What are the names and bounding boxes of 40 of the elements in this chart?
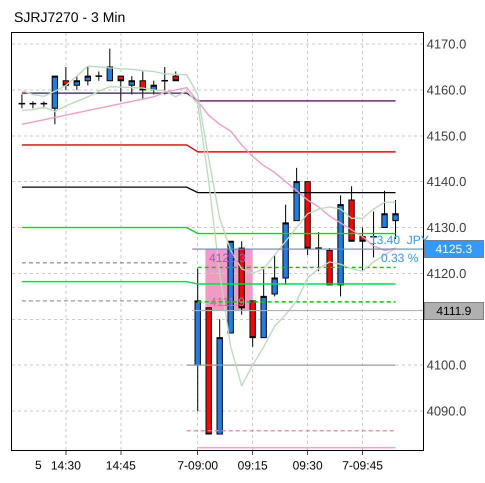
y-tick-label: 4160.0 xyxy=(426,82,466,98)
x-tick-label: 09:30 xyxy=(292,458,323,472)
ref-line-label: 4111.9 xyxy=(436,304,472,318)
y-tick-label: 4100.0 xyxy=(426,358,466,373)
candlestick xyxy=(206,307,212,434)
candlestick xyxy=(18,94,26,109)
y-tick-label: 4150.0 xyxy=(426,128,466,144)
y-tick-label: 4130.0 xyxy=(426,220,466,236)
candlestick xyxy=(172,71,179,82)
candlestick xyxy=(216,318,223,434)
candlestick xyxy=(282,204,289,286)
candlestick xyxy=(359,227,366,272)
x-tick-label: 09:15 xyxy=(238,458,268,472)
candlestick xyxy=(249,300,256,348)
candlestick xyxy=(84,66,92,86)
candlestick xyxy=(52,76,58,125)
candlestick xyxy=(40,100,48,109)
candlestick xyxy=(128,76,135,95)
y-tick-label: 4140.0 xyxy=(426,174,466,190)
x-tick-label: 14:30 xyxy=(50,458,82,472)
candlestick xyxy=(160,66,169,95)
y-tick-label: 4120.0 xyxy=(426,266,466,281)
candlestick xyxy=(62,66,70,90)
y-tick-label: 4090.0 xyxy=(426,404,466,419)
ref-line-label: 4125.3 xyxy=(435,242,473,256)
candlestick xyxy=(118,76,124,102)
candlestick xyxy=(140,71,146,100)
x-tick-label: 7-09:45 xyxy=(342,458,384,472)
x-tick-label: 14:45 xyxy=(106,458,136,472)
candlestick xyxy=(74,76,80,90)
x-tick-label: 7-09:00 xyxy=(177,458,218,472)
text: 5 xyxy=(35,458,42,472)
candlestick xyxy=(94,71,103,82)
candlestick xyxy=(28,100,37,109)
y-tick-label: 4170.0 xyxy=(426,36,466,52)
chart-title: SJRJ7270 - 3 Min xyxy=(14,9,126,25)
candlestick xyxy=(271,254,278,297)
candlestick xyxy=(260,268,267,338)
candlestick xyxy=(106,48,113,82)
annotation: 0.33 % xyxy=(381,251,419,265)
